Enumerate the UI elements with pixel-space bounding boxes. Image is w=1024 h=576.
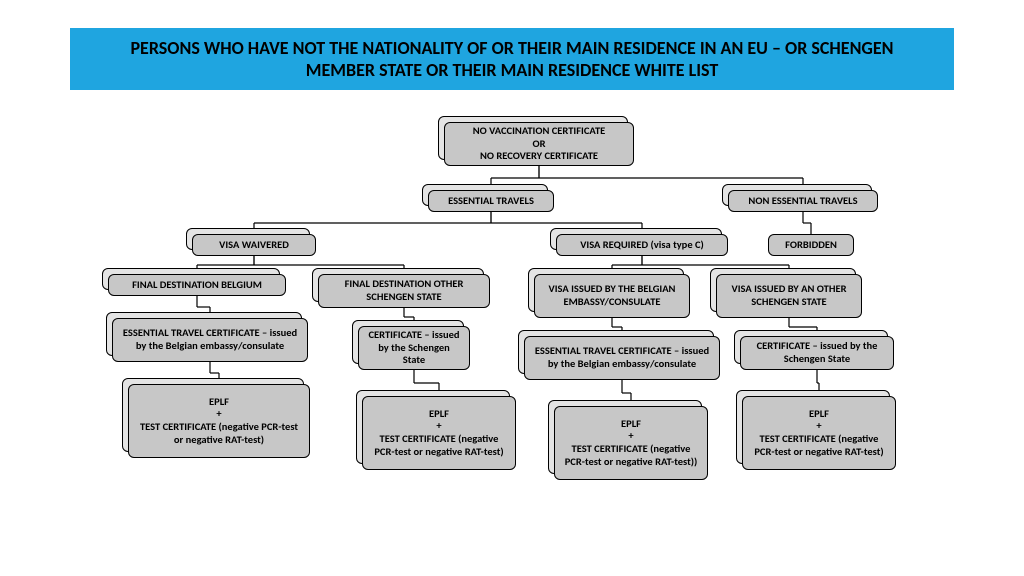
node-essential: ESSENTIAL TRAVELS: [428, 190, 554, 212]
node-eplf1: EPLF + TEST CERTIFICATE (negative PCR-te…: [128, 384, 310, 458]
node-fd_belgium: FINAL DESTINATION BELGIUM: [108, 274, 286, 296]
node-visa_other: VISA ISSUED BY AN OTHER SCHENGEN STATE: [716, 274, 862, 318]
node-eplf4: EPLF + TEST CERTIFICATE (negative PCR-te…: [742, 396, 896, 470]
node-nonessential: NON ESSENTIAL TRAVELS: [728, 190, 878, 212]
node-visa_waivered: VISA WAIVERED: [192, 234, 316, 256]
node-root: NO VACCINATION CERTIFICATE OR NO RECOVER…: [444, 122, 634, 166]
node-visa_required: VISA REQUIRED (visa type C): [556, 234, 728, 256]
node-eplf2: EPLF + TEST CERTIFICATE (negative PCR-te…: [362, 396, 516, 470]
header-banner: PERSONS WHO HAVE NOT THE NATIONALITY OF …: [70, 28, 954, 90]
node-fd_other: FINAL DESTINATION OTHER SCHENGEN STATE: [318, 274, 490, 308]
node-forbidden: FORBIDDEN: [768, 234, 854, 256]
node-cert_schengen2: CERTIFICATE – issued by the Schengen Sta…: [740, 336, 894, 370]
node-cert_schengen: CERTIFICATE – issued by the Schengen Sta…: [358, 326, 470, 370]
node-visa_be: VISA ISSUED BY THE BELGIAN EMBASSY/CONSU…: [534, 274, 690, 318]
node-cert_be: ESSENTIAL TRAVEL CERTIFICATE – issued by…: [112, 318, 308, 362]
header-title: PERSONS WHO HAVE NOT THE NATIONALITY OF …: [100, 37, 924, 82]
node-eplf3: EPLF + TEST CERTIFICATE (negative PCR-te…: [554, 406, 708, 480]
node-cert_be2: ESSENTIAL TRAVEL CERTIFICATE – issued by…: [524, 336, 720, 380]
